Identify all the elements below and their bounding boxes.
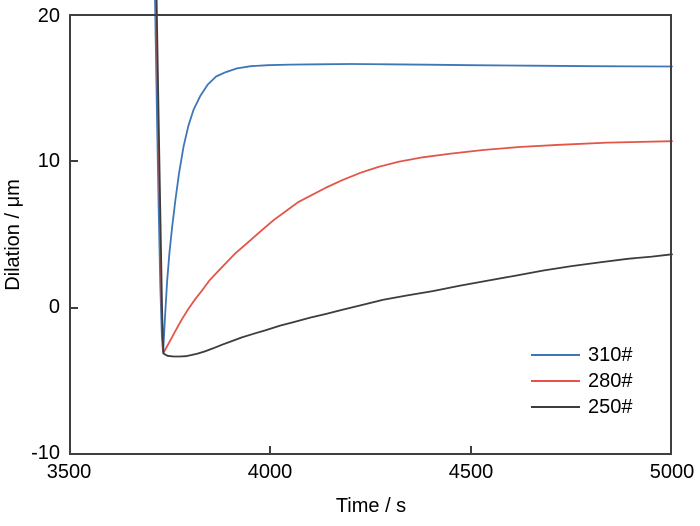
y-tick-label-20: 20 bbox=[37, 5, 60, 27]
plot-border bbox=[69, 14, 672, 455]
series-line-310 bbox=[154, 0, 673, 354]
x-tick-label-4000: 4000 bbox=[247, 461, 293, 483]
x-axis-title: Time / s bbox=[335, 495, 407, 517]
legend-item-310: 310# bbox=[531, 342, 633, 368]
y-tick-label-0: 0 bbox=[48, 296, 60, 318]
y-tick-label-10: 10 bbox=[37, 150, 60, 172]
x-tick-label-5000: 5000 bbox=[649, 461, 695, 483]
legend-label-310: 310# bbox=[588, 344, 633, 366]
series-line-250 bbox=[155, 0, 673, 358]
legend-label-280: 280# bbox=[588, 370, 633, 392]
chart-legend: 310# 280# 250# bbox=[531, 342, 633, 420]
y-tick-label-neg10: -10 bbox=[31, 442, 60, 464]
x-tick-label-3500: 3500 bbox=[46, 461, 92, 483]
y-axis-title: Dilation / μm bbox=[2, 179, 24, 291]
legend-swatch-310 bbox=[531, 354, 580, 356]
legend-swatch-250 bbox=[531, 406, 580, 408]
x-tick-label-4500: 4500 bbox=[448, 461, 494, 483]
legend-item-280: 280# bbox=[531, 368, 633, 394]
legend-item-250: 250# bbox=[531, 394, 633, 420]
series-line-280 bbox=[155, 0, 673, 354]
legend-label-250: 250# bbox=[588, 396, 633, 418]
legend-swatch-280 bbox=[531, 380, 580, 382]
